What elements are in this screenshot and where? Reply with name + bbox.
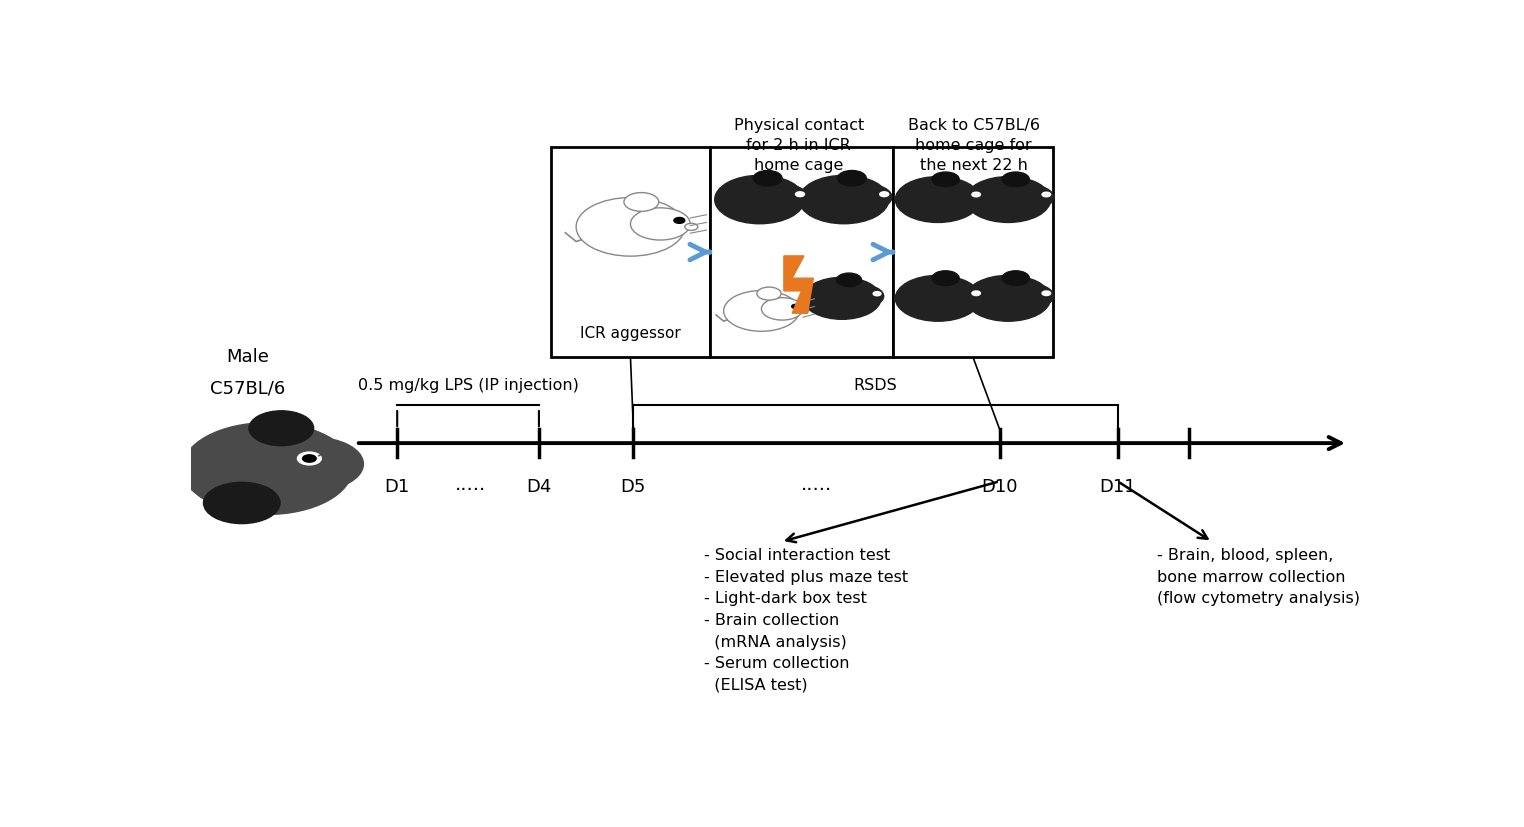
Circle shape	[674, 218, 684, 223]
Circle shape	[183, 423, 352, 514]
FancyBboxPatch shape	[893, 147, 1053, 357]
Text: D4: D4	[526, 478, 552, 496]
Circle shape	[684, 223, 698, 231]
Circle shape	[1003, 172, 1029, 187]
Circle shape	[265, 437, 363, 490]
Circle shape	[879, 192, 888, 197]
Text: D11: D11	[1099, 478, 1135, 496]
Text: .....: .....	[800, 475, 832, 494]
Text: D1: D1	[384, 478, 410, 496]
Text: 0.5 mg/kg LPS (IP injection): 0.5 mg/kg LPS (IP injection)	[358, 379, 579, 394]
Text: Back to C57BL/6
home cage for
the next 22 h: Back to C57BL/6 home cage for the next 2…	[908, 118, 1039, 173]
Circle shape	[715, 175, 805, 224]
Circle shape	[1042, 291, 1050, 295]
Circle shape	[576, 198, 684, 256]
Circle shape	[803, 277, 881, 319]
Circle shape	[933, 270, 959, 285]
Circle shape	[896, 275, 980, 321]
Circle shape	[791, 304, 799, 308]
Circle shape	[757, 287, 782, 300]
FancyBboxPatch shape	[550, 147, 710, 357]
Text: .....: .....	[454, 475, 486, 494]
Circle shape	[939, 185, 983, 209]
Polygon shape	[783, 256, 814, 313]
Circle shape	[939, 284, 983, 308]
Circle shape	[303, 455, 315, 462]
Circle shape	[724, 290, 799, 332]
Text: C57BL/6: C57BL/6	[210, 380, 285, 398]
Circle shape	[799, 175, 888, 224]
Circle shape	[760, 184, 808, 210]
Circle shape	[623, 193, 658, 212]
Circle shape	[762, 298, 803, 320]
Circle shape	[838, 170, 866, 186]
Circle shape	[1009, 185, 1053, 209]
Circle shape	[306, 461, 332, 476]
Circle shape	[1042, 192, 1050, 197]
Circle shape	[204, 482, 280, 523]
FancyBboxPatch shape	[710, 147, 893, 357]
Text: ICR aggessor: ICR aggessor	[581, 326, 681, 342]
Circle shape	[846, 184, 892, 210]
Circle shape	[796, 192, 805, 197]
Text: Physical contact
for 2 h in ICR
home cage: Physical contact for 2 h in ICR home cag…	[733, 118, 864, 173]
Circle shape	[297, 452, 322, 465]
Text: D10: D10	[981, 478, 1018, 496]
Circle shape	[799, 308, 808, 313]
Circle shape	[873, 292, 881, 296]
Circle shape	[896, 177, 980, 222]
Circle shape	[837, 273, 861, 286]
Circle shape	[843, 285, 884, 307]
Circle shape	[1003, 270, 1029, 285]
Circle shape	[972, 192, 980, 197]
Circle shape	[753, 170, 782, 186]
Text: - Social interaction test
- Elevated plus maze test
- Light-dark box test
- Brai: - Social interaction test - Elevated plu…	[704, 548, 908, 693]
Circle shape	[1009, 284, 1053, 308]
Text: Male: Male	[226, 348, 268, 366]
Circle shape	[966, 177, 1050, 222]
Circle shape	[933, 172, 959, 187]
Text: D5: D5	[620, 478, 646, 496]
Text: RSDS: RSDS	[853, 379, 898, 394]
Circle shape	[972, 291, 980, 295]
Circle shape	[248, 411, 314, 446]
Circle shape	[966, 275, 1050, 321]
Circle shape	[631, 208, 690, 240]
Text: - Brain, blood, spleen,
bone marrow collection
(flow cytometry analysis): - Brain, blood, spleen, bone marrow coll…	[1157, 548, 1359, 606]
